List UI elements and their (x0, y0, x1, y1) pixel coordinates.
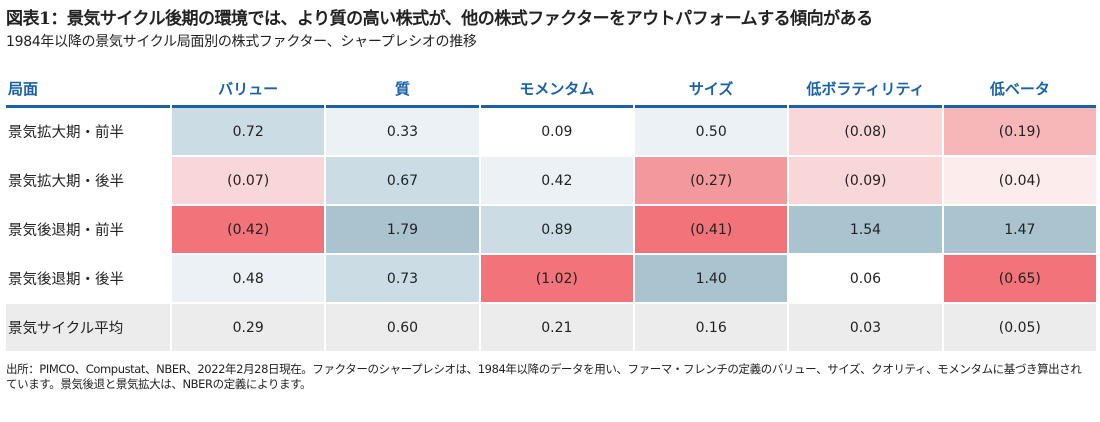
heatmap-cell: (0.05) (943, 304, 1096, 353)
source-note: 出所：PIMCO、Compustat、NBER、2022年2月28日現在。ファク… (6, 362, 1082, 391)
heatmap-cell: (1.02) (480, 255, 633, 304)
header-phase: 局面 (6, 72, 170, 108)
heatmap-cell: 0.29 (172, 304, 325, 353)
heatmap-cell: 0.09 (480, 108, 633, 157)
heatmap-cell: (0.09) (789, 157, 942, 206)
heatmap-cell: (0.65) (943, 255, 1096, 304)
heatmap-cell: 0.60 (326, 304, 479, 353)
heatmap-cell: 0.03 (789, 304, 942, 353)
heatmap-cell: 0.21 (480, 304, 633, 353)
row-label: 景気後退期・前半 (6, 206, 170, 255)
heatmap-cell: 0.06 (789, 255, 942, 304)
table-row: 景気拡大期・後半 (0.07) 0.67 0.42 (0.27) (0.09) (0.04) (6, 157, 1096, 206)
header-factor: バリュー (172, 72, 325, 108)
heatmap-cell: (0.19) (943, 108, 1096, 157)
heatmap-cell: 0.42 (480, 157, 633, 206)
heatmap-cell: 0.48 (172, 255, 325, 304)
heatmap-cell: 0.72 (172, 108, 325, 157)
row-label: 景気サイクル平均 (6, 304, 170, 353)
heatmap-cell: 0.50 (634, 108, 788, 157)
header-factor: サイズ (634, 72, 788, 108)
header-factor: 低ベータ (943, 72, 1096, 108)
heatmap-cell: (0.41) (634, 206, 788, 255)
table-row: 景気サイクル平均 0.29 0.60 0.21 0.16 0.03 (0.05) (6, 304, 1096, 353)
table-row: 景気後退期・後半 0.48 0.73 (1.02) 1.40 0.06 (0.65) (6, 255, 1096, 304)
row-label: 景気拡大期・前半 (6, 108, 170, 157)
heatmap-cell: 1.54 (789, 206, 942, 255)
heatmap-cell: (0.42) (172, 206, 325, 255)
heatmap-cell: 0.73 (326, 255, 479, 304)
heatmap-cell: 0.89 (480, 206, 633, 255)
heatmap-cell: 0.33 (326, 108, 479, 157)
heatmap-cell: 0.67 (326, 157, 479, 206)
heatmap-cell: 1.79 (326, 206, 479, 255)
sharpe-ratio-heatmap: 局面 バリュー質モメンタム サイズ 低ボラティリティ 低ベータ 景気拡大期・前半 0.7… (4, 72, 1098, 353)
row-label: 景気拡大期・後半 (6, 157, 170, 206)
header-factor: モメンタム (480, 72, 633, 108)
row-label: 景気後退期・後半 (6, 255, 170, 304)
table-row: 景気拡大期・前半 0.72 0.33 0.09 0.50 (0.08) (0.19) (6, 108, 1096, 157)
heatmap-cell: 1.40 (634, 255, 788, 304)
heatmap-cell: (0.08) (789, 108, 942, 157)
heatmap-cell: 0.16 (634, 304, 788, 353)
heatmap-cell: (0.04) (943, 157, 1096, 206)
heatmap-cell: 1.47 (943, 206, 1096, 255)
heatmap-cell: (0.07) (172, 157, 325, 206)
heatmap-cell: (0.27) (634, 157, 788, 206)
table-row: 景気後退期・前半 (0.42) 1.79 0.89 (0.41) 1.54 1.47 (6, 206, 1096, 255)
header-factor: 質 (326, 72, 479, 108)
chart-subtitle: 1984年以降の景気サイクル局面別の株式ファクター、シャープレシオの推移 (6, 34, 477, 50)
header-factor: 低ボラティリティ (789, 72, 942, 108)
chart-title: 図表1：景気サイクル後期の環境では、より質の高い株式が、他の株式ファクターをアウ… (6, 9, 873, 29)
header-row: 局面 バリュー質モメンタム サイズ 低ボラティリティ 低ベータ (6, 72, 1096, 108)
